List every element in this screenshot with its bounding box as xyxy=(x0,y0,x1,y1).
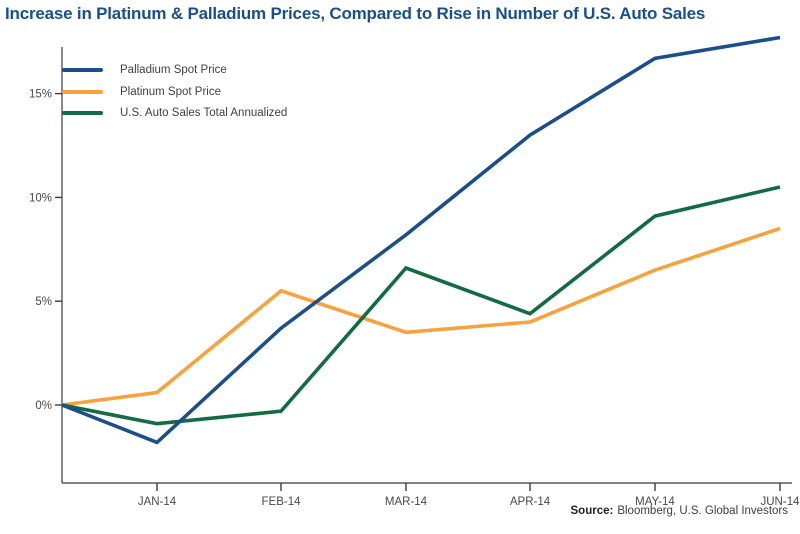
source-attribution: Source: Bloomberg, U.S. Global Investors xyxy=(571,505,789,517)
legend: Palladium Spot Price Platinum Spot Price… xyxy=(62,63,287,120)
legend-item-platinum: Platinum Spot Price xyxy=(62,85,287,99)
source-label: Source: xyxy=(570,505,614,517)
legend-swatch-palladium xyxy=(62,68,103,72)
x-tick-label: MAR-14 xyxy=(385,496,428,508)
legend-swatch-platinum xyxy=(62,89,103,94)
x-tick-label: JUN-14 xyxy=(761,496,800,508)
legend-label-platinum: Platinum Spot Price xyxy=(120,85,221,98)
legend-item-auto-sales: U.S. Auto Sales Total Annualized xyxy=(62,106,287,120)
y-tick-label: 5% xyxy=(35,296,52,308)
y-tick-label: 15% xyxy=(29,89,52,101)
x-tick-label: FEB-14 xyxy=(262,496,302,508)
legend-item-palladium: Palladium Spot Price xyxy=(62,63,287,77)
legend-swatch-auto-sales xyxy=(62,111,103,115)
legend-label-palladium: Palladium Spot Price xyxy=(120,64,227,76)
x-tick-label: APR-14 xyxy=(510,496,551,508)
chart-title: Increase in Platinum & Palladium Prices,… xyxy=(5,4,706,23)
source-text: Bloomberg, U.S. Global Investors xyxy=(617,505,788,517)
x-tick-label: MAY-14 xyxy=(635,496,675,508)
series-line-palladium-spot-price xyxy=(61,35,781,445)
y-tick-label: 0% xyxy=(35,400,52,412)
x-tick-label: JAN-14 xyxy=(138,496,177,508)
legend-label-auto-sales: U.S. Auto Sales Total Annualized xyxy=(120,107,288,119)
y-tick-label: 10% xyxy=(29,192,52,204)
series-line-platinum-spot-price xyxy=(61,226,781,407)
series-line-u-s-auto-sales-total-annualized xyxy=(61,185,781,426)
